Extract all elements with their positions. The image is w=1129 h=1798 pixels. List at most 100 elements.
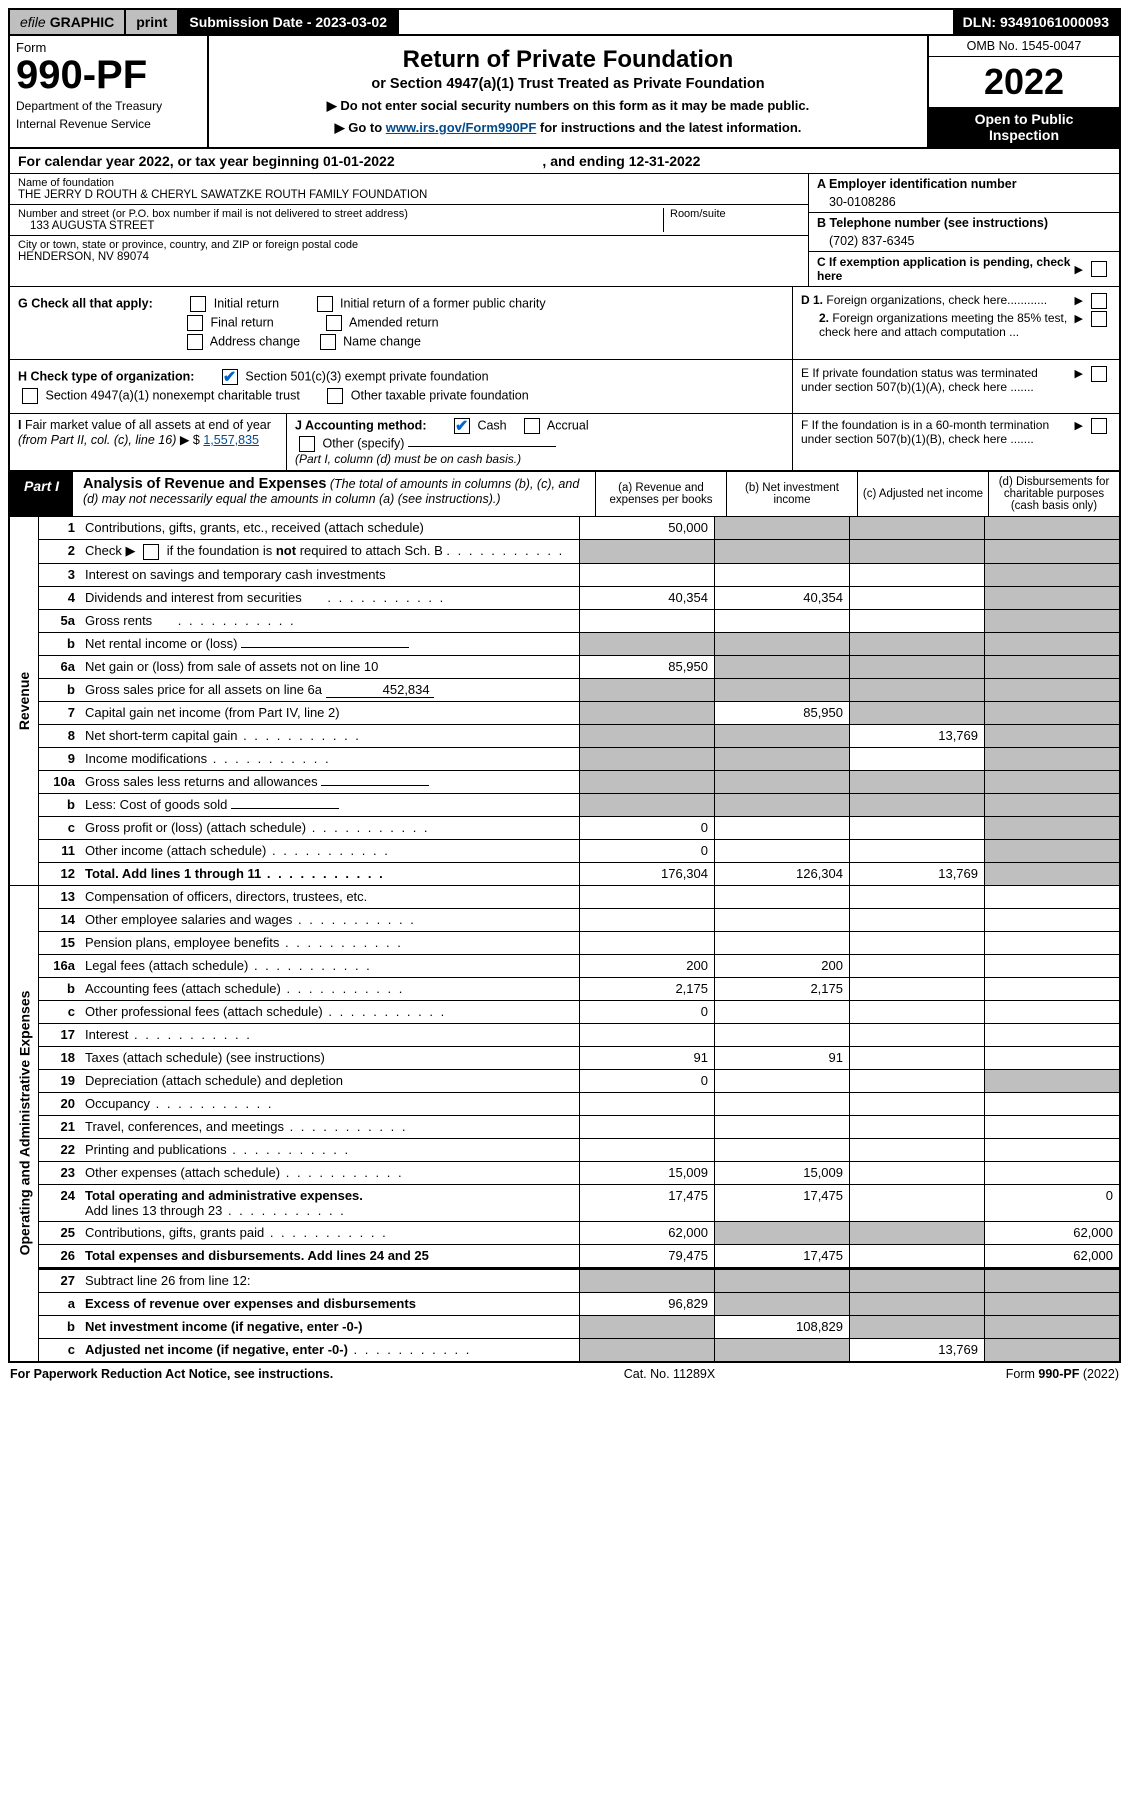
omb-number: OMB No. 1545-0047 bbox=[929, 36, 1119, 57]
cell-a bbox=[579, 679, 714, 701]
row-num: b bbox=[39, 633, 81, 655]
initial-return-checkbox[interactable] bbox=[190, 296, 206, 312]
row-20: 20Occupancy bbox=[39, 1093, 1119, 1116]
d1-checkbox[interactable] bbox=[1091, 293, 1107, 309]
d2-checkbox[interactable] bbox=[1091, 311, 1107, 327]
501c3-checkbox[interactable] bbox=[222, 369, 238, 385]
print-button[interactable]: print bbox=[126, 10, 179, 34]
cell-b: 91 bbox=[714, 1047, 849, 1069]
cell-d bbox=[984, 540, 1119, 563]
row-num: 20 bbox=[39, 1093, 81, 1115]
cell-b bbox=[714, 517, 849, 539]
row-label: Gross rents bbox=[81, 610, 579, 632]
cell-a: 0 bbox=[579, 840, 714, 862]
col-d-header: (d) Disbursements for charitable purpose… bbox=[988, 472, 1119, 516]
row-label: Accounting fees (attach schedule) bbox=[81, 978, 579, 1000]
f-checkbox[interactable] bbox=[1091, 418, 1107, 434]
row-label: Other income (attach schedule) bbox=[81, 840, 579, 862]
row-label: Total. Add lines 1 through 11 bbox=[81, 863, 579, 885]
row-label: Other expenses (attach schedule) bbox=[81, 1162, 579, 1184]
amended-return-checkbox[interactable] bbox=[326, 315, 342, 331]
cell-d bbox=[984, 725, 1119, 747]
row-num: c bbox=[39, 1001, 81, 1023]
cell-a bbox=[579, 564, 714, 586]
row-17: 17Interest bbox=[39, 1024, 1119, 1047]
cash-checkbox[interactable] bbox=[454, 418, 470, 434]
501c3-label: Section 501(c)(3) exempt private foundat… bbox=[245, 369, 488, 383]
row-25: 25Contributions, gifts, grants paid62,00… bbox=[39, 1222, 1119, 1245]
efile-graphic-button[interactable]: efile GRAPHIC bbox=[10, 10, 126, 34]
cell-c bbox=[849, 1070, 984, 1092]
other-taxable-label: Other taxable private foundation bbox=[351, 388, 529, 402]
e-row: E If private foundation status was termi… bbox=[801, 366, 1111, 394]
row-2: 2 Check ▶ if the foundation is not requi… bbox=[39, 540, 1119, 564]
cell-b: 17,475 bbox=[714, 1185, 849, 1221]
arrow-icon bbox=[1071, 293, 1087, 307]
row-label: Total expenses and disbursements. Add li… bbox=[81, 1245, 579, 1267]
net-rental-input[interactable] bbox=[241, 647, 409, 648]
name-change-checkbox[interactable] bbox=[320, 334, 336, 350]
initial-former-checkbox[interactable] bbox=[317, 296, 333, 312]
cell-c: 13,769 bbox=[849, 1339, 984, 1361]
cell-d bbox=[984, 1339, 1119, 1361]
cell-a bbox=[579, 909, 714, 931]
cell-c bbox=[849, 702, 984, 724]
cogs-input[interactable] bbox=[231, 808, 339, 809]
cell-c: 13,769 bbox=[849, 863, 984, 885]
row-num: 13 bbox=[39, 886, 81, 908]
row-label: Other professional fees (attach schedule… bbox=[81, 1001, 579, 1023]
gross-sales-returns-input[interactable] bbox=[321, 785, 429, 786]
row-num: c bbox=[39, 817, 81, 839]
section-ij-f: I Fair market value of all assets at end… bbox=[8, 414, 1121, 472]
part1-title-cell: Analysis of Revenue and Expenses (The to… bbox=[73, 472, 595, 516]
cell-c bbox=[849, 540, 984, 563]
initial-return-label: Initial return bbox=[214, 296, 279, 310]
tax-year: 2022 bbox=[929, 57, 1119, 107]
cell-a: 85,950 bbox=[579, 656, 714, 678]
cell-c bbox=[849, 656, 984, 678]
form990pf-link[interactable]: www.irs.gov/Form990PF bbox=[386, 120, 537, 135]
efile-graphic-label: GRAPHIC bbox=[50, 14, 115, 30]
row-label: Excess of revenue over expenses and disb… bbox=[81, 1293, 579, 1315]
cell-a bbox=[579, 794, 714, 816]
other-taxable-checkbox[interactable] bbox=[327, 388, 343, 404]
row-27b: bNet investment income (if negative, ent… bbox=[39, 1316, 1119, 1339]
cell-c bbox=[849, 610, 984, 632]
e-checkbox[interactable] bbox=[1091, 366, 1107, 382]
cell-c bbox=[849, 1093, 984, 1115]
footer-right: Form 990-PF (2022) bbox=[1006, 1367, 1119, 1381]
other-method-input[interactable] bbox=[408, 446, 556, 447]
cell-d bbox=[984, 1139, 1119, 1161]
row-num: 19 bbox=[39, 1070, 81, 1092]
g-row: G Check all that apply: Initial return I… bbox=[18, 296, 784, 312]
row-label: Net short-term capital gain bbox=[81, 725, 579, 747]
4947-checkbox[interactable] bbox=[22, 388, 38, 404]
sch-b-checkbox[interactable] bbox=[143, 544, 159, 560]
j-note: (Part I, column (d) must be on cash basi… bbox=[295, 452, 784, 466]
final-return-checkbox[interactable] bbox=[187, 315, 203, 331]
cell-d bbox=[984, 587, 1119, 609]
accrual-checkbox[interactable] bbox=[524, 418, 540, 434]
row-num: 16a bbox=[39, 955, 81, 977]
arrow-icon bbox=[1071, 366, 1087, 380]
cell-c bbox=[849, 955, 984, 977]
row-label: Gross sales price for all assets on line… bbox=[81, 679, 579, 701]
cell-d bbox=[984, 1116, 1119, 1138]
cell-b bbox=[714, 932, 849, 954]
cell-c bbox=[849, 633, 984, 655]
cell-d bbox=[984, 702, 1119, 724]
cell-b bbox=[714, 1270, 849, 1292]
cell-d bbox=[984, 633, 1119, 655]
exemption-pending-checkbox[interactable] bbox=[1091, 261, 1107, 277]
row-22: 22Printing and publications bbox=[39, 1139, 1119, 1162]
cell-c bbox=[849, 817, 984, 839]
dept-treasury: Department of the Treasury bbox=[16, 99, 201, 113]
instruction-goto: ▶ Go to www.irs.gov/Form990PF for instru… bbox=[219, 120, 917, 136]
row-label: Pension plans, employee benefits bbox=[81, 932, 579, 954]
form-header: Form 990-PF Department of the Treasury I… bbox=[8, 36, 1121, 149]
row-1: 1 Contributions, gifts, grants, etc., re… bbox=[39, 517, 1119, 540]
cell-d bbox=[984, 1047, 1119, 1069]
h-row1: H Check type of organization: Section 50… bbox=[18, 369, 784, 385]
address-change-checkbox[interactable] bbox=[187, 334, 203, 350]
other-method-checkbox[interactable] bbox=[299, 436, 315, 452]
